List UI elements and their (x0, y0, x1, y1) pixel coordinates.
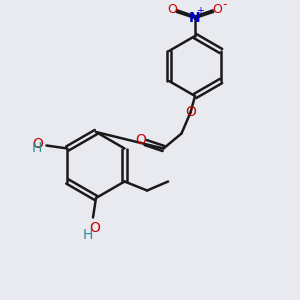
Text: +: + (196, 6, 204, 16)
Text: O: O (32, 137, 44, 151)
Text: O: O (185, 106, 196, 119)
Text: N: N (189, 11, 201, 25)
Text: O: O (168, 3, 177, 16)
Text: -: - (223, 0, 227, 11)
Text: H: H (32, 142, 42, 155)
Text: O: O (213, 3, 222, 16)
Text: H: H (82, 228, 93, 242)
Text: O: O (89, 220, 100, 235)
Text: O: O (136, 133, 146, 146)
